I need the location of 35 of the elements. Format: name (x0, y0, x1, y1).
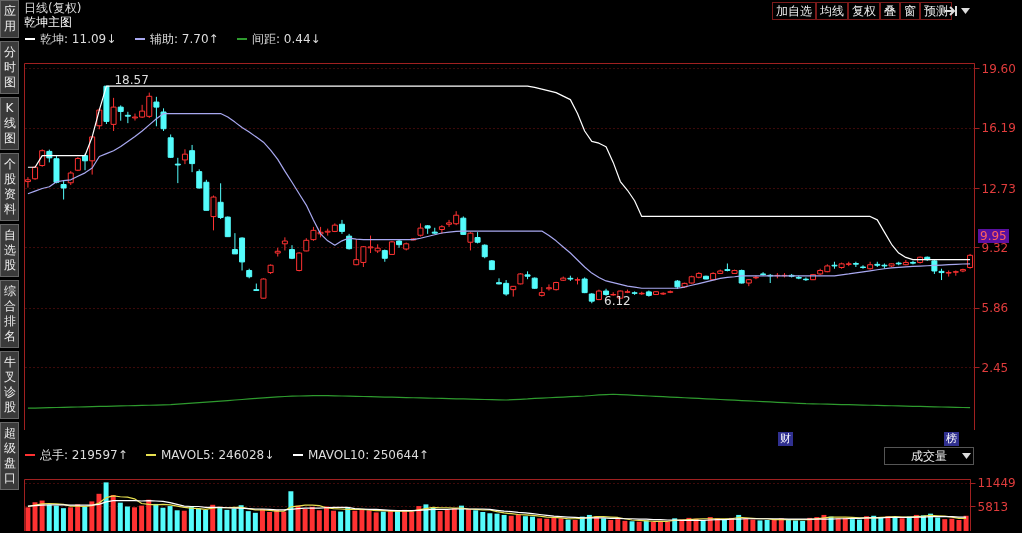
legend-label: MAVOL10: 250644↑ (308, 448, 429, 462)
legend-label: MAVOL5: 246028↓ (161, 448, 275, 462)
y-tick-label: 19.60 (981, 61, 1016, 76)
chart-title: 日线(复权) (24, 1, 82, 15)
y-tick-label: 11449 (977, 476, 1016, 491)
text: 复权 (848, 2, 880, 20)
text: 9.95 (978, 229, 1009, 243)
text: 财 (778, 432, 793, 446)
tab: K线图 (0, 97, 19, 150)
tab: 分时图 (0, 41, 19, 94)
y-tick-label: 5813 (977, 499, 1009, 514)
text: 均线 (816, 2, 848, 20)
text: 成交量 (884, 447, 974, 465)
y-tick-label: 12.73 (981, 181, 1016, 196)
text: 榜 (944, 432, 959, 446)
annotation: 6.12 (604, 294, 631, 308)
tab: 牛叉诊股 (0, 351, 19, 419)
text: 窗 (900, 2, 920, 20)
chart-subtitle: 乾坤主图 (24, 15, 72, 29)
legend-label: 总手: 219597↑ (39, 448, 128, 462)
tab: 自选股 (0, 224, 19, 277)
y-tick-label: 9.32 (981, 240, 1009, 255)
y-tick-label: 2.45 (981, 360, 1009, 375)
legend-label: 间距: 0.44↓ (252, 32, 321, 46)
tab: 综合排名 (0, 280, 19, 348)
legend-label: 乾坤: 11.09↓ (40, 32, 117, 46)
tab: 应用 (0, 0, 19, 38)
annotation: 18.57 (114, 73, 149, 88)
y-tick-label: 16.19 (981, 121, 1016, 136)
y-tick-label: 5.86 (981, 301, 1009, 316)
text: 加自选 (772, 2, 816, 20)
tab: 超级盘口 (0, 422, 19, 490)
tab: 个股资料 (0, 153, 19, 221)
text: 叠 (880, 2, 900, 20)
legend-label: 辅助: 7.70↑ (150, 32, 219, 46)
